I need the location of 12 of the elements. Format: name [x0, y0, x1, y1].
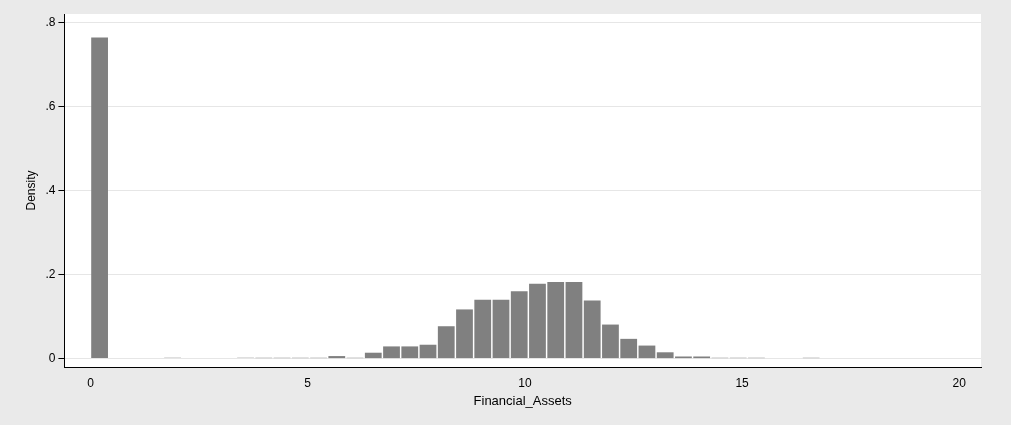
x-tick-label: 0	[87, 375, 95, 390]
y-tick-label: .6	[45, 98, 56, 113]
y-axis-title: Density	[23, 170, 38, 211]
y-tick-label: .2	[45, 266, 56, 281]
y-tick-label: 0	[48, 350, 56, 365]
y-tick-label: .4	[45, 182, 56, 197]
x-tick-label: 20	[952, 375, 967, 390]
x-axis-title: Financial_Assets	[473, 392, 573, 408]
x-tick-label: 15	[735, 375, 750, 390]
y-tick-label: .8	[45, 14, 56, 29]
x-tick-label: 10	[518, 375, 532, 390]
x-tick-label: 5	[304, 375, 312, 390]
